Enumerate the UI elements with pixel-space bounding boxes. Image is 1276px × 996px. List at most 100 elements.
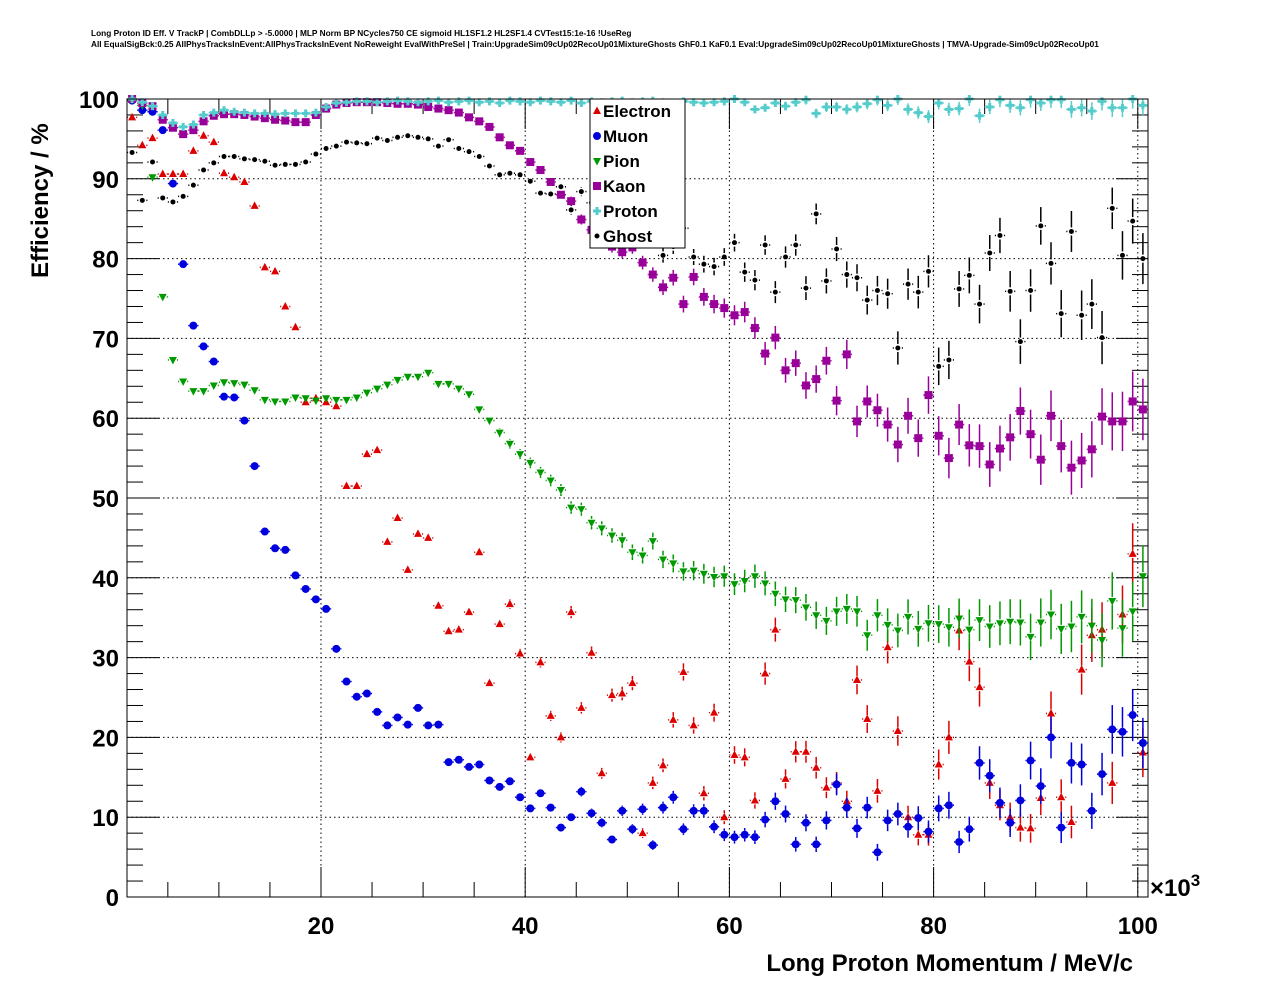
proton-point: [750, 105, 759, 114]
electron-point: [260, 262, 269, 271]
muon-point: [444, 758, 453, 767]
ghost-point: [425, 136, 431, 142]
kaon-point: [536, 166, 545, 175]
pion-point: [373, 385, 382, 394]
electron-point: [730, 750, 739, 758]
pion-point: [536, 469, 545, 477]
electron-point: [965, 657, 974, 665]
electron-point: [342, 481, 351, 490]
kaon-point: [771, 333, 780, 342]
pion-point: [985, 623, 994, 631]
muon-point: [189, 321, 198, 330]
ghost-point: [936, 363, 942, 369]
kaon-point: [730, 311, 739, 320]
proton-point: [914, 108, 923, 117]
ghost-point: [1119, 252, 1125, 258]
ghost-point: [854, 275, 860, 281]
kaon-point: [546, 177, 555, 186]
legend-label-kaon: Kaon: [603, 177, 646, 196]
muon-point: [311, 595, 320, 604]
ghost-point: [731, 240, 737, 246]
kaon-point: [189, 126, 198, 135]
muon-point: [985, 771, 994, 780]
proton-point: [801, 95, 810, 104]
kaon-point: [791, 359, 800, 368]
pion-point: [924, 620, 933, 628]
x-axis-exponent: ×103: [1150, 871, 1200, 902]
kaon-point: [291, 118, 300, 127]
pion-point: [699, 570, 708, 579]
electron-point: [168, 169, 177, 178]
proton-point: [444, 98, 453, 107]
electron-point: [893, 726, 902, 735]
pion-point: [791, 597, 800, 605]
kaon-point: [577, 215, 586, 224]
muon-point: [924, 827, 933, 836]
electron-point: [587, 648, 596, 656]
pion-point: [199, 388, 208, 396]
muon-point: [801, 818, 810, 827]
muon-point: [332, 644, 341, 653]
proton-point: [1057, 95, 1066, 104]
pion-point: [291, 394, 300, 402]
electron-point: [383, 537, 392, 545]
legend-label-proton: Proton: [603, 202, 658, 221]
electron-point: [526, 752, 535, 761]
electron-point: [618, 689, 627, 697]
electron-point: [791, 747, 800, 755]
pion-point: [669, 560, 678, 568]
kaon-point: [720, 304, 729, 313]
kaon-point: [669, 273, 678, 282]
ghost-point: [466, 149, 472, 155]
muon-point: [883, 816, 892, 825]
tick-labels: 20 40 60 80 100 0 10 20 30 40 50 60 70 80 90 100: [79, 87, 1158, 940]
muon-point: [271, 544, 280, 553]
series-pion: [127, 96, 1148, 668]
muon-point: [526, 804, 535, 813]
proton-point: [250, 109, 259, 118]
proton-point: [1036, 98, 1045, 107]
ghost-point: [701, 261, 707, 267]
x-tick-label: 60: [716, 913, 743, 940]
electron-point: [975, 682, 984, 691]
ghost-point: [772, 289, 778, 295]
kaon-point: [556, 190, 565, 199]
pion-point: [853, 608, 862, 616]
muon-point: [1077, 760, 1086, 769]
muon-point: [1108, 725, 1117, 734]
electron-point: [567, 607, 576, 616]
ghost-point: [446, 137, 452, 143]
kaon-point: [618, 248, 627, 257]
ghost-point: [660, 252, 666, 258]
muon-point: [342, 677, 351, 686]
muon-point: [750, 833, 759, 842]
pion-point: [975, 617, 984, 625]
muon-point: [352, 692, 361, 701]
muon-point: [822, 816, 831, 825]
ghost-point: [282, 161, 288, 167]
electron-point: [189, 146, 198, 154]
kaon-point: [740, 308, 749, 317]
kaon-point: [1016, 407, 1025, 416]
series-muon: [127, 96, 1148, 861]
proton-point: [1138, 101, 1147, 110]
proton-point: [832, 102, 841, 111]
kaon-point: [1128, 397, 1137, 406]
electron-point: [536, 657, 545, 666]
kaon-point: [893, 440, 902, 449]
electron-point: [291, 322, 300, 331]
electron-point: [1077, 665, 1086, 673]
pion-point: [965, 626, 974, 635]
ghost-point: [272, 162, 278, 168]
ghost-point: [966, 272, 972, 278]
muon-point: [373, 707, 382, 716]
muon-point: [403, 720, 412, 729]
proton-point: [465, 96, 474, 105]
electron-point: [1047, 708, 1056, 717]
kaon-point: [781, 366, 790, 375]
electron-point: [597, 768, 606, 777]
pion-point: [1047, 611, 1056, 620]
electron-point: [403, 565, 412, 573]
series-ghost: [127, 133, 1148, 386]
ghost-point: [793, 242, 799, 248]
